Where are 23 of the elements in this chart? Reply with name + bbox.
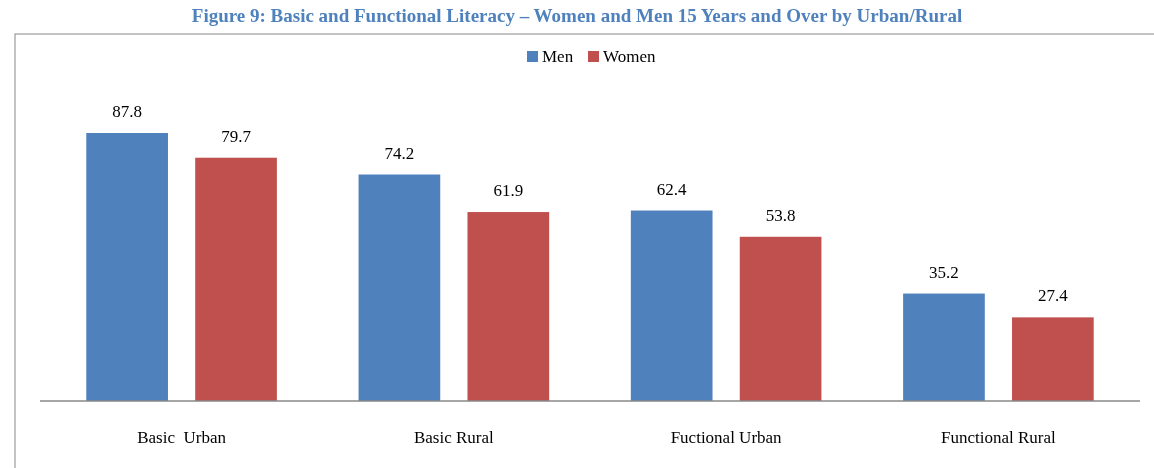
bar	[630, 210, 713, 401]
bar	[1012, 317, 1094, 401]
bar	[358, 174, 441, 401]
bar	[86, 133, 168, 401]
data-label: 87.8	[112, 102, 142, 121]
data-label: 35.2	[929, 262, 959, 282]
data-label: 53.8	[765, 205, 796, 225]
x-tick-label: Functional Rural	[941, 428, 1057, 447]
data-label: 61.9	[493, 181, 524, 201]
legend-label: Women	[603, 47, 656, 66]
x-tick-label: Basic Urban	[137, 428, 227, 447]
data-label: 62.4	[656, 179, 688, 199]
bar	[739, 236, 822, 401]
legend-label: Men	[542, 47, 574, 66]
data-label: 74.2	[384, 143, 415, 163]
bar	[903, 293, 985, 401]
data-label: 79.7	[221, 126, 252, 146]
bar	[195, 157, 277, 401]
bar	[467, 212, 550, 401]
chart-title: Figure 9: Basic and Functional Literacy – Women and Men 15 Years and Over by Urban/Rural	[191, 5, 963, 26]
x-tick-label: Basic Rural	[413, 428, 495, 447]
data-label: 27.4	[1038, 286, 1069, 306]
x-tick-label: Fuctional Urban	[670, 428, 783, 447]
